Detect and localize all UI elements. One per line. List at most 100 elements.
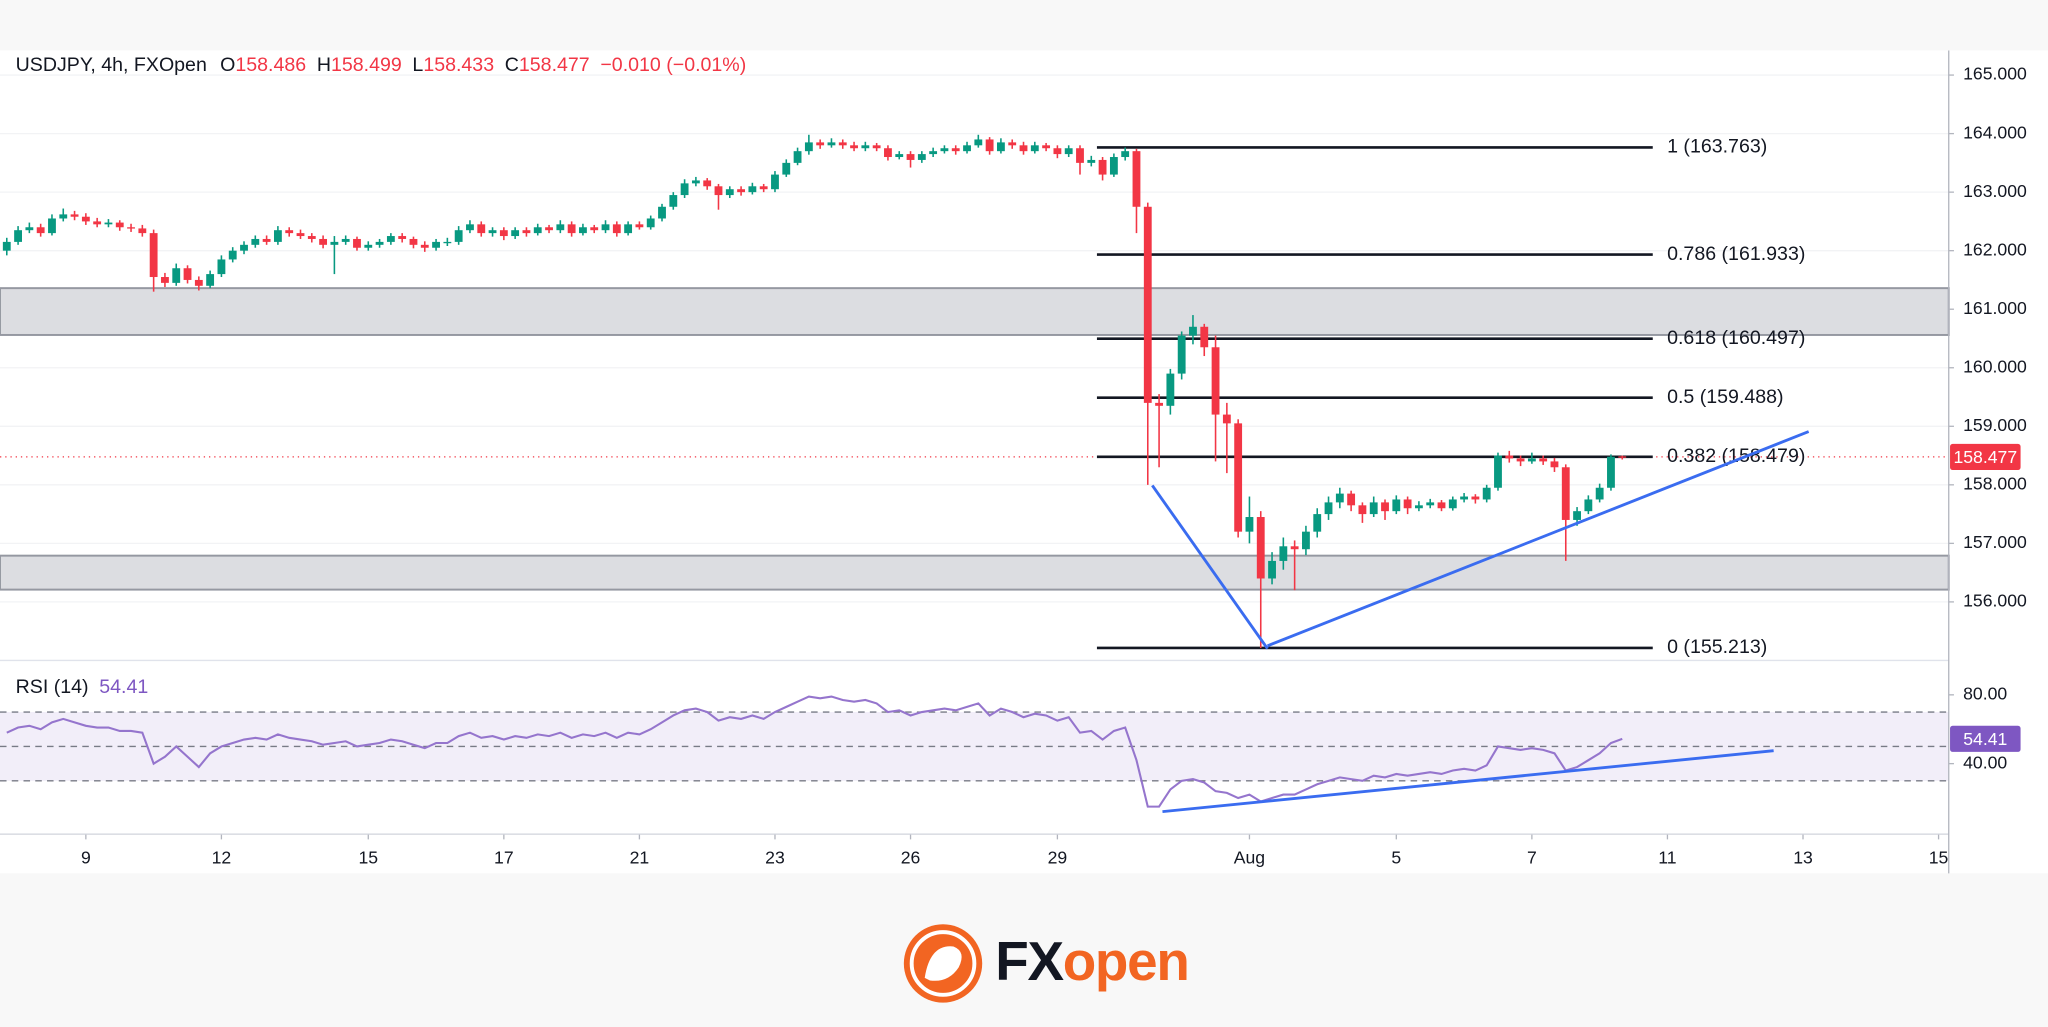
candle-body	[669, 195, 678, 207]
zone	[0, 287, 1950, 336]
candle-body	[1234, 423, 1243, 532]
y-tick-label: 158.000	[1963, 473, 2027, 493]
candle-body	[1076, 148, 1084, 163]
candle-body	[104, 222, 113, 225]
y-tick-label: 163.000	[1963, 181, 2027, 201]
x-tick-label: 21	[630, 848, 650, 868]
candle-body	[601, 224, 610, 231]
x-tick-label: 29	[1048, 848, 1068, 868]
candle-body	[454, 230, 463, 242]
candle-body	[25, 227, 34, 231]
price-badge-label: 158.477	[1953, 447, 2017, 467]
candle-body	[1561, 467, 1570, 520]
candle-body	[974, 139, 983, 146]
fib-label: 0.786 (161.933)	[1667, 243, 1805, 265]
candle-body	[884, 148, 892, 158]
candle-body	[646, 218, 655, 228]
candle-body	[398, 236, 407, 239]
candle-body	[567, 224, 576, 234]
candle-body	[319, 238, 328, 245]
candle-body	[1256, 517, 1265, 579]
candle-body	[307, 236, 316, 239]
open-value: 158.486	[235, 54, 306, 76]
x-tick-label: 15	[1929, 848, 1949, 868]
candle-body	[872, 145, 881, 149]
logo-icon-shape	[924, 946, 962, 981]
fib-label: 0.382 (158.479)	[1667, 445, 1805, 467]
candle-body	[714, 186, 723, 196]
trendline	[1266, 430, 1810, 648]
candle-body	[81, 216, 90, 222]
y-tick-label: 164.000	[1963, 122, 2027, 142]
candle-body	[1584, 499, 1593, 512]
candle-body	[70, 214, 79, 217]
candle-body	[1516, 458, 1525, 462]
candle-body	[14, 230, 22, 242]
candle-body	[1211, 347, 1220, 415]
candle-body	[1448, 499, 1457, 509]
candle-body	[1494, 455, 1502, 488]
fib-label: 0.618 (160.497)	[1667, 327, 1805, 349]
y-tick-label: 157.000	[1963, 532, 2027, 552]
candle-body	[1268, 560, 1276, 579]
candle-body	[827, 142, 836, 146]
rsi-title: RSI (14)	[16, 676, 89, 698]
candle-body	[206, 274, 215, 286]
candle-body	[194, 279, 203, 286]
candle-body	[1177, 335, 1186, 374]
y-tick-label: 160.000	[1963, 356, 2027, 376]
candle-body	[838, 142, 847, 146]
candle-body	[375, 241, 384, 245]
candle-body	[1143, 206, 1152, 403]
candle-body	[1222, 414, 1231, 424]
candle-body	[273, 230, 282, 242]
candle-body	[1290, 546, 1299, 550]
y-tick-label: 80.00	[1963, 683, 2007, 703]
candle-body	[1358, 505, 1367, 515]
candle-body	[771, 174, 779, 190]
candle-body	[127, 227, 135, 229]
plot-layer: 156.000 157.000 158.000 159.000 160.000 161.0…	[0, 50, 2027, 874]
candle-body	[511, 230, 520, 237]
candle-body	[1132, 151, 1141, 207]
candle-body	[228, 250, 237, 260]
candle-body	[2, 241, 11, 251]
candle-body	[1403, 499, 1412, 509]
candle-body	[1121, 151, 1130, 158]
candle-body	[251, 238, 260, 245]
candle-body	[1064, 148, 1073, 155]
candle-body	[624, 224, 633, 234]
candle-body	[861, 145, 870, 149]
candle-body	[804, 142, 813, 152]
x-tick-label: 23	[765, 848, 785, 868]
candle-body	[1595, 487, 1604, 500]
high-value: 158.499	[331, 54, 402, 76]
candle-body	[1369, 502, 1378, 515]
x-tick-label: 13	[1793, 848, 1813, 868]
candle-body	[36, 227, 45, 234]
candle-body	[917, 154, 926, 160]
candle-body	[183, 268, 192, 280]
candle-body	[330, 241, 339, 245]
candle-body	[1008, 142, 1017, 146]
candle-body	[1426, 502, 1435, 506]
candle-body	[149, 233, 158, 278]
candle-body	[929, 151, 938, 155]
candle-body	[680, 183, 689, 196]
candle-body	[1460, 496, 1469, 500]
candle-body	[759, 186, 768, 190]
candle-body	[115, 222, 124, 228]
candle-body	[1335, 493, 1344, 503]
candle-body	[1381, 502, 1389, 512]
candle-body	[1471, 496, 1480, 500]
rsi-badge-label: 54.41	[1963, 729, 2007, 749]
candle-body	[443, 241, 452, 244]
candle-body	[1019, 145, 1028, 152]
candle-body	[285, 230, 294, 234]
high-key: H	[317, 54, 331, 76]
candle-body	[1414, 505, 1423, 509]
candle-body	[138, 228, 147, 234]
candle-body	[850, 145, 858, 149]
x-tick-label: 15	[358, 848, 378, 868]
